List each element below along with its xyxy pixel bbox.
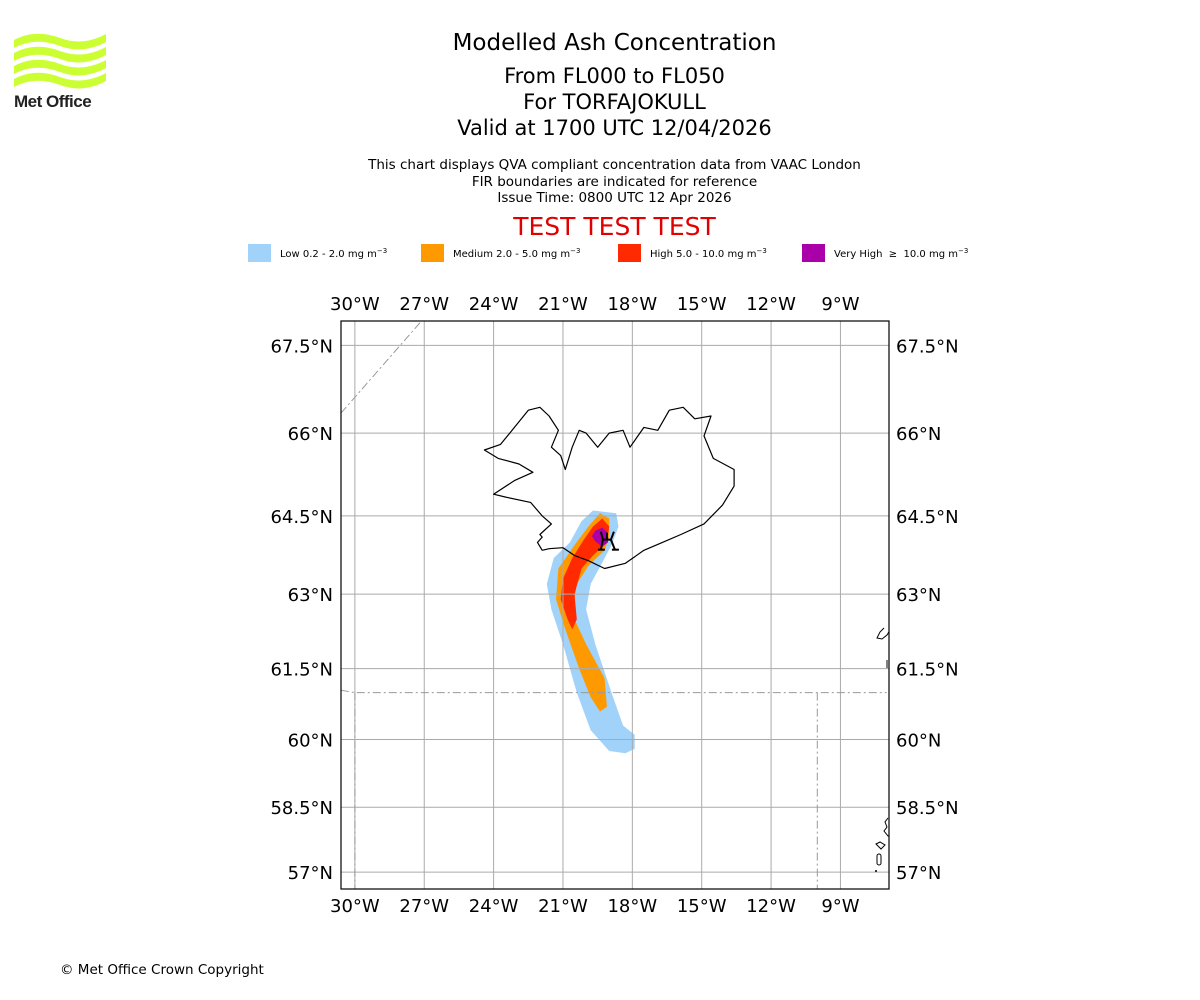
legend-label-low: Low 0.2 - 2.0 mg m — [280, 248, 377, 260]
issue-time: Issue Time: 0800 UTC 12 Apr 2026 — [497, 190, 732, 206]
latitude-tick-label: 63°N — [288, 585, 333, 606]
coastline-segment — [875, 870, 877, 872]
graticule — [341, 321, 889, 889]
latitude-tick-label: 67.5°N — [270, 336, 333, 357]
latitude-tick-label: 64.5°N — [270, 507, 333, 528]
fir-note: FIR boundaries are indicated for referen… — [471, 173, 758, 190]
description-block: This chart displays QVA compliant concen… — [0, 157, 1200, 207]
logo-wave — [14, 33, 106, 50]
longitude-tick-label: 27°W — [399, 896, 449, 917]
volcano-symbol-stroke — [599, 531, 615, 541]
latitude-tick-label: 66°N — [896, 424, 941, 445]
ash-area-very-high — [591, 527, 609, 547]
legend-item-very-high: Very High ≥ 10.0 mg m−3 — [802, 244, 968, 262]
longitude-tick-label: 9°W — [821, 294, 859, 315]
longitude-tick-label: 21°W — [538, 896, 588, 917]
volcano-symbol-stroke — [609, 539, 616, 551]
coastline-segment — [876, 853, 882, 866]
legend-item-medium: Medium 2.0 - 5.0 mg m−3 — [421, 244, 580, 262]
valid-time: Valid at 1700 UTC 12/04/2026 — [457, 116, 772, 140]
coastline-segment — [876, 627, 889, 640]
latitude-tick-label: 60°N — [896, 730, 941, 751]
legend-swatch-medium — [421, 244, 444, 262]
legend-label-very-high: Very High ≥ 10.0 mg m — [834, 248, 958, 260]
legend-item-low: Low 0.2 - 2.0 mg m−3 — [248, 244, 387, 262]
subtitle-block: From FL000 to FL050 For TORFAJOKULL Vali… — [0, 63, 1200, 141]
copyright-notice: © Met Office Crown Copyright — [60, 962, 264, 978]
longitude-tick-label: 9°W — [821, 896, 859, 917]
legend-swatch-very-high — [802, 244, 825, 262]
legend-label-high: High 5.0 - 10.0 mg m — [650, 248, 757, 260]
longitude-tick-label: 18°W — [607, 294, 657, 315]
coastlines — [483, 406, 735, 570]
latitude-labels-left: 67.5°N 66°N 64.5°N 63°N 61.5°N 60°N 58.5°N 57°N — [270, 336, 333, 884]
latitude-tick-label: 57°N — [896, 863, 941, 884]
longitude-tick-label: 24°W — [469, 294, 519, 315]
legend-swatch-low — [248, 244, 271, 262]
longitude-tick-label: 21°W — [538, 294, 588, 315]
test-banner: TEST TEST TEST — [513, 212, 716, 241]
latitude-tick-label: 61.5°N — [896, 660, 959, 681]
volcano-symbol-icon — [597, 531, 619, 551]
longitude-tick-label: 18°W — [607, 896, 657, 917]
faroe-shetland-coast — [875, 627, 889, 872]
ash-area-medium — [556, 513, 610, 712]
longitude-tick-label: 30°W — [330, 294, 380, 315]
logo-wave — [14, 72, 106, 89]
logo-wave — [14, 59, 106, 76]
latitude-tick-label: 58.5°N — [896, 798, 959, 819]
latitude-tick-label: 61.5°N — [270, 660, 333, 681]
longitude-tick-label: 12°W — [746, 294, 796, 315]
ash-plume-layers — [546, 510, 635, 754]
description-text: This chart displays QVA compliant concen… — [368, 157, 861, 173]
coastline-iceland — [483, 406, 735, 570]
flight-level-range: From FL000 to FL050 — [504, 64, 725, 88]
longitude-labels-top: 30°W 27°W 24°W 21°W 18°W 15°W 12°W 9°W — [330, 294, 860, 315]
latitude-labels-right: 67.5°N 66°N 64.5°N 63°N 61.5°N 60°N 58.5°N 57°N — [896, 336, 959, 884]
latitude-tick-label: 64.5°N — [896, 507, 959, 528]
volcano-symbol-stroke — [599, 539, 604, 550]
latitude-tick-label: 67.5°N — [896, 336, 959, 357]
coastline-segment — [875, 841, 886, 850]
map-frame — [340, 320, 890, 890]
fir-boundary-line — [341, 689, 887, 694]
longitude-tick-label: 30°W — [330, 896, 380, 917]
coastline-segment — [883, 817, 889, 837]
longitude-tick-label: 15°W — [677, 896, 727, 917]
logo-text: Met Office — [14, 92, 92, 111]
longitude-tick-label: 12°W — [746, 896, 796, 917]
chart-title: Modelled Ash Concentration — [452, 30, 777, 56]
logo-waves-icon — [14, 33, 106, 89]
longitude-tick-label: 24°W — [469, 896, 519, 917]
volcano-name: For TORFAJOKULL — [523, 90, 706, 114]
logo-wave — [14, 46, 106, 63]
latitude-tick-label: 57°N — [288, 863, 333, 884]
fir-boundary-line — [341, 321, 423, 414]
latitude-tick-label: 66°N — [288, 424, 333, 445]
legend-swatch-high — [618, 244, 641, 262]
longitude-tick-label: 27°W — [399, 294, 449, 315]
longitude-labels-bottom: 30°W 27°W 24°W 21°W 18°W 15°W 12°W 9°W — [330, 896, 860, 917]
longitude-tick-label: 15°W — [677, 294, 727, 315]
legend-item-high: High 5.0 - 10.0 mg m−3 — [618, 244, 767, 262]
legend-label-medium: Medium 2.0 - 5.0 mg m — [453, 248, 571, 260]
latitude-tick-label: 60°N — [288, 730, 333, 751]
met-office-logo: Met Office — [14, 30, 106, 112]
ash-area-high — [560, 518, 610, 630]
latitude-tick-label: 63°N — [896, 585, 941, 606]
fir-boundaries — [341, 321, 887, 889]
latitude-tick-label: 58.5°N — [270, 798, 333, 819]
